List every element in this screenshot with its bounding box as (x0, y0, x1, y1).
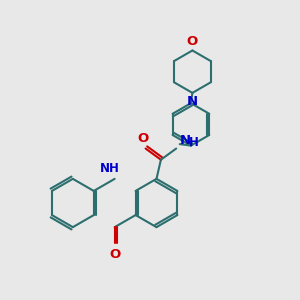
Text: O: O (109, 248, 120, 261)
Text: NH: NH (100, 162, 120, 175)
Text: H: H (189, 136, 199, 149)
Text: O: O (187, 34, 198, 47)
Text: N: N (180, 134, 191, 147)
Text: O: O (137, 132, 148, 145)
Text: N: N (187, 95, 198, 108)
